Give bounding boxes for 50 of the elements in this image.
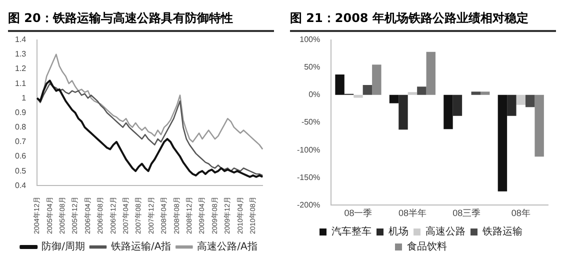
bar — [398, 94, 408, 130]
bar — [408, 92, 418, 95]
bar — [480, 92, 490, 95]
y-tick-label: 1.3 — [14, 50, 27, 59]
y-tick-label: 1 — [22, 93, 27, 102]
y-tick-label: 0.7 — [14, 137, 27, 146]
bar — [471, 92, 480, 95]
chart-title: 图 21：2008 年机场铁路公路业绩相对稳定 — [290, 10, 556, 32]
bar — [354, 94, 363, 98]
x-tick-label: 08半年 — [398, 208, 426, 218]
bar — [516, 94, 526, 105]
y-tick-label: 0.8 — [14, 122, 27, 132]
legend-label: 高速公路/A指 — [197, 240, 258, 253]
bar — [362, 85, 372, 95]
bar — [526, 94, 535, 108]
bar — [389, 94, 399, 104]
legend-label: 机场 — [388, 226, 408, 238]
bar — [507, 94, 516, 116]
x-tick-label: 08年 — [511, 208, 530, 218]
chart-title: 图 20：铁路运输与高速公路具有防御特性 — [8, 10, 274, 32]
bar — [498, 94, 508, 192]
legend-label: 铁路运输/A指 — [110, 240, 172, 253]
y-tick-label: 0% — [308, 90, 320, 100]
bar — [426, 52, 436, 95]
bar — [372, 64, 382, 95]
y-tick-label: 0.5 — [14, 166, 27, 176]
legend-label: 高速公路 — [426, 226, 466, 238]
y-tick-label: 0.4 — [14, 180, 27, 190]
bar — [417, 86, 426, 95]
legend-label: 防御/周期 — [42, 240, 85, 253]
y-tick-label: -100% — [297, 145, 320, 154]
y-tick-label: 1.4 — [14, 35, 27, 44]
y-tick-label: 1.1 — [14, 78, 27, 88]
bar — [534, 94, 544, 157]
y-tick-label: -50% — [301, 118, 320, 127]
x-tick-label: 08三季 — [452, 208, 481, 218]
bar — [444, 94, 453, 130]
y-tick-label: -150% — [297, 172, 320, 182]
bar — [452, 94, 462, 116]
legend-label: 铁路运输 — [482, 226, 522, 238]
y-tick-label: 1.2 — [14, 64, 27, 74]
legend-label: 汽车整车 — [332, 226, 372, 238]
y-tick-label: 0.9 — [14, 108, 27, 117]
y-tick-label: -200% — [297, 200, 320, 210]
x-tick-label: 08一季 — [344, 208, 372, 218]
y-tick-label: 50% — [304, 62, 320, 72]
legend-label: 食品饮料 — [407, 240, 447, 253]
bar — [335, 74, 344, 95]
y-tick-label: 0.6 — [14, 152, 27, 161]
y-tick-label: 100% — [300, 35, 320, 44]
